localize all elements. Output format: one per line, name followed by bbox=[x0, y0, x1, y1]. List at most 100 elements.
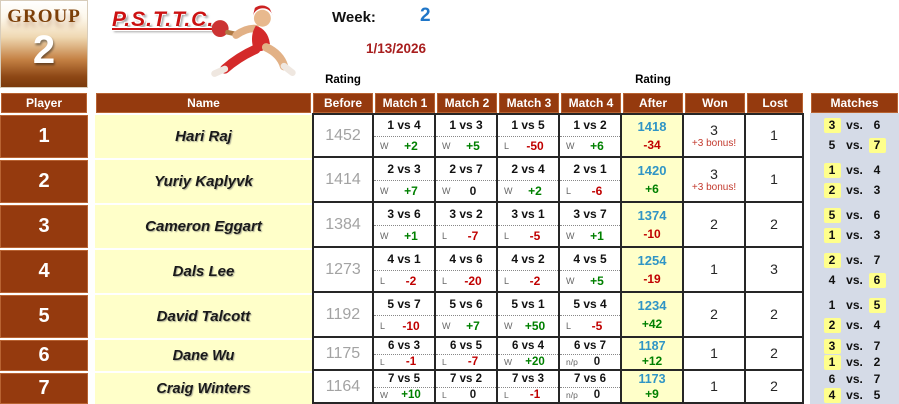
rating-delta: +7 bbox=[404, 184, 418, 198]
match-pair: 3 vs 7 bbox=[573, 207, 607, 221]
lost-value: 2 bbox=[770, 378, 778, 395]
column-gap bbox=[88, 158, 95, 203]
rating-before: 1164 bbox=[312, 371, 374, 404]
rating-change: +6 bbox=[645, 182, 659, 196]
result-letter: W bbox=[442, 321, 451, 331]
rating-after-cell: 1420 +6 bbox=[622, 158, 684, 203]
won-value: 2 bbox=[710, 216, 718, 233]
match-4-result: 3 vs 7 W +1 bbox=[560, 203, 622, 248]
rating-change: +9 bbox=[645, 386, 659, 401]
match-1-result: 2 vs 3 W +7 bbox=[374, 158, 436, 203]
rating-delta: +1 bbox=[404, 229, 418, 243]
rating-change: +42 bbox=[641, 317, 663, 331]
column-header-match1: Match 1 bbox=[375, 93, 435, 113]
upcoming-left-player: 4 bbox=[828, 273, 836, 288]
rating-after-value: 1173 bbox=[638, 372, 666, 387]
result-letter: L bbox=[380, 356, 385, 367]
player-rank: 4 bbox=[0, 248, 88, 293]
column-header-player: Player bbox=[1, 93, 87, 113]
upcoming-left-player: 4 bbox=[823, 388, 841, 403]
results-table: Player Name Before Match 1 Match 2 Match 3 Mat… bbox=[0, 93, 899, 404]
upcoming-match: 3 vs. 6 bbox=[823, 118, 886, 133]
upcoming-right-player: 6 bbox=[873, 208, 881, 223]
match-3-result: 2 vs 4 W +2 bbox=[498, 158, 560, 203]
result-letter: W bbox=[566, 141, 575, 152]
upcoming-right-player: 4 bbox=[873, 163, 881, 178]
column-gap bbox=[88, 93, 95, 113]
player-name: Dals Lee bbox=[95, 248, 312, 293]
won-cell: 1 bbox=[684, 248, 746, 293]
result-letter: L bbox=[504, 231, 510, 241]
player-rank: 7 bbox=[0, 371, 88, 404]
week-label: Week: bbox=[332, 9, 376, 26]
match-pair: 5 vs 4 bbox=[573, 297, 607, 311]
upcoming-match: 2 vs. 7 bbox=[823, 253, 886, 268]
vs-label: vs. bbox=[846, 372, 863, 387]
lost-cell: 2 bbox=[746, 293, 804, 338]
date: 1/13/2026 bbox=[366, 41, 427, 56]
rating-delta: +5 bbox=[590, 274, 604, 288]
rating-delta: 0 bbox=[593, 355, 601, 368]
match-3-result: 4 vs 2 L -2 bbox=[498, 248, 560, 293]
result-letter: L bbox=[380, 321, 386, 331]
vs-label: vs. bbox=[846, 253, 863, 268]
match-pair: 5 vs 1 bbox=[511, 297, 545, 311]
upcoming-matches: 6 vs. 7 4 vs. 5 bbox=[810, 371, 899, 404]
rating-delta: -2 bbox=[405, 274, 417, 288]
upcoming-left-player: 3 bbox=[823, 118, 841, 133]
match-outcome: W +7 bbox=[374, 180, 434, 201]
won-value: 1 bbox=[710, 261, 718, 278]
upcoming-left-player: 3 bbox=[823, 339, 841, 354]
upcoming-right-player: 7 bbox=[868, 138, 886, 153]
lost-value: 3 bbox=[770, 261, 778, 278]
rating-before: 1273 bbox=[312, 248, 374, 293]
upcoming-match: 1 vs. 5 bbox=[824, 298, 886, 313]
match-4-result: 2 vs 1 L -6 bbox=[560, 158, 622, 203]
rating-after-cell: 1374 -10 bbox=[622, 203, 684, 248]
match-pair: 3 vs 6 bbox=[387, 207, 421, 221]
result-letter: W bbox=[442, 186, 451, 196]
upcoming-match: 4 vs. 5 bbox=[823, 388, 886, 403]
upcoming-left-player: 6 bbox=[828, 372, 836, 387]
won-value: 3 bbox=[710, 121, 718, 138]
upcoming-right-player: 2 bbox=[873, 355, 881, 370]
rating-change: -19 bbox=[643, 272, 661, 286]
upcoming-matches: 5 vs. 6 1 vs. 3 bbox=[810, 203, 899, 248]
upcoming-left-player: 2 bbox=[823, 318, 841, 333]
upcoming-matches: 1 vs. 5 2 vs. 4 bbox=[810, 293, 899, 338]
rating-delta: -2 bbox=[529, 274, 541, 288]
bonus-note: +3 bonus! bbox=[691, 138, 737, 150]
result-letter: W bbox=[566, 276, 575, 286]
match-outcome: W +20 bbox=[498, 353, 558, 369]
upcoming-matches: 3 vs. 7 1 vs. 2 bbox=[810, 338, 899, 371]
result-letter: L bbox=[380, 276, 386, 286]
match-outcome: L -20 bbox=[436, 270, 496, 291]
column-gap bbox=[88, 293, 95, 338]
lost-value: 2 bbox=[770, 345, 778, 362]
rating-delta: 0 bbox=[593, 388, 601, 401]
week-value: 2 bbox=[420, 5, 431, 26]
match-pair: 4 vs 1 bbox=[387, 252, 421, 266]
match-pair: 7 vs 5 bbox=[388, 372, 420, 385]
match-outcome: L -1 bbox=[374, 353, 434, 369]
upcoming-left-player: 2 bbox=[823, 183, 841, 198]
group-label: GROUP bbox=[7, 6, 81, 27]
column-header-match4: Match 4 bbox=[561, 93, 621, 113]
match-pair: 3 vs 2 bbox=[449, 207, 483, 221]
won-value: 1 bbox=[710, 345, 718, 362]
won-cell: 1 bbox=[684, 338, 746, 371]
player-rank: 1 bbox=[0, 113, 88, 158]
rating-delta: 0 bbox=[469, 388, 477, 401]
column-header-before: Before bbox=[313, 93, 373, 113]
result-letter: L bbox=[504, 141, 510, 152]
rating-before: 1384 bbox=[312, 203, 374, 248]
column-gap bbox=[88, 248, 95, 293]
rating-delta: +7 bbox=[466, 319, 480, 333]
match-pair: 4 vs 6 bbox=[449, 252, 483, 266]
column-header-name: Name bbox=[96, 93, 311, 113]
match-pair: 7 vs 2 bbox=[450, 372, 482, 385]
match-outcome: W +2 bbox=[374, 135, 434, 156]
match-3-result: 1 vs 5 L -50 bbox=[498, 113, 560, 158]
